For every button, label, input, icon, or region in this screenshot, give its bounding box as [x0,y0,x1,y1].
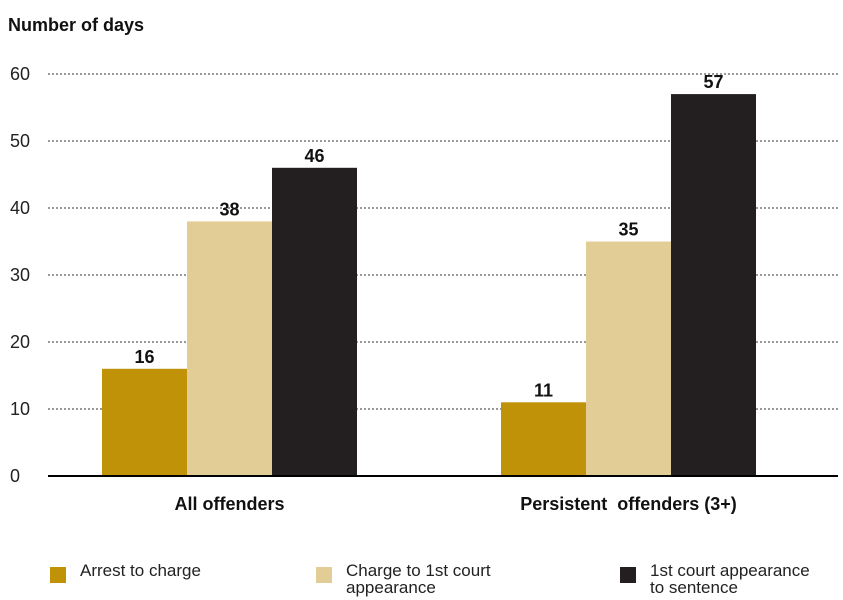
bar [671,94,756,476]
y-tick-label: 40 [10,198,30,218]
legend-swatch [620,567,636,583]
bar [586,241,671,476]
bars [102,94,756,477]
y-tick-label: 50 [10,131,30,151]
bar [187,221,272,476]
bar [102,368,187,476]
data-label: 57 [703,72,723,92]
legend-swatch [50,567,66,583]
legend-item-arrest-to-charge: Arrest to charge [50,562,201,583]
data-label: 16 [134,347,154,367]
y-tick-label: 60 [10,64,30,84]
data-labels: 16 11 38 35 46 57 [134,72,723,400]
x-category-label: Persistent offenders (3+) [520,494,737,514]
legend-item-court-to-sentence: 1st court appearance to sentence [620,562,810,596]
y-tick-label: 10 [10,399,30,419]
legend-label: Charge to 1st court appearance [346,561,491,597]
data-label: 46 [304,146,324,166]
legend: Arrest to charge Charge to 1st court app… [0,562,843,600]
legend-item-charge-to-court: Charge to 1st court appearance [316,562,491,596]
legend-swatch [316,567,332,583]
legend-label: 1st court appearance to sentence [650,561,810,597]
legend-label: Arrest to charge [80,561,201,580]
data-label: 38 [219,199,239,219]
x-axis-category-labels: All offenders Persistent offenders (3+) [174,494,736,514]
y-tick-label: 30 [10,265,30,285]
data-label: 11 [534,380,553,400]
y-axis-title: Number of days [8,15,144,35]
y-tick-label: 0 [10,466,20,486]
chart-svg: Number of days 0 10 20 30 40 50 60 16 11 38 35 46 5… [8,15,838,514]
data-label: 35 [618,220,638,240]
bar [501,402,586,476]
bar [272,167,357,477]
x-category-label: All offenders [174,494,284,514]
y-axis-ticks: 0 10 20 30 40 50 60 [10,64,30,486]
y-tick-label: 20 [10,332,30,352]
